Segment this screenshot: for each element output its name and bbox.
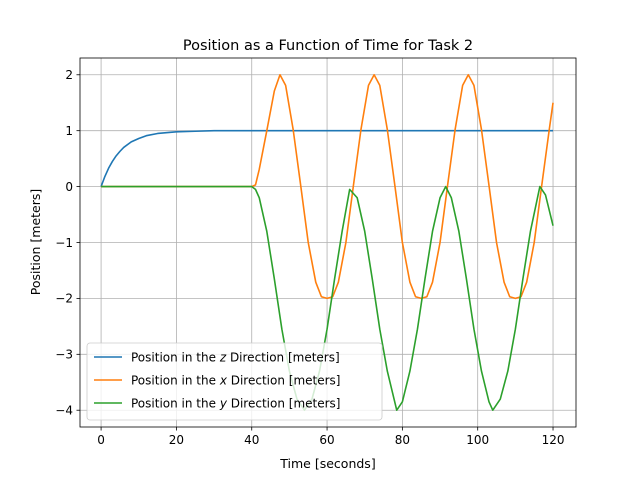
x-tick-label: 80	[395, 433, 410, 447]
legend-label-text: Direction [meters]	[227, 397, 341, 411]
y-tick-label: 1	[65, 124, 73, 138]
y-tick-label: 2	[65, 68, 73, 82]
legend-label-variable: x	[219, 374, 228, 388]
y-tick-label: −4	[55, 404, 73, 418]
x-axis-label: Time [seconds]	[279, 456, 375, 471]
legend-label-text: Position in the	[131, 351, 220, 365]
x-tick-label: 60	[319, 433, 334, 447]
x-tick-label: 100	[466, 433, 489, 447]
x-axis-ticks: 0 20 40 60 80 100 120	[97, 427, 564, 447]
legend-label-variable: z	[219, 351, 227, 365]
x-tick-label: 120	[542, 433, 565, 447]
legend-box	[86, 342, 383, 421]
x-tick-label: 20	[169, 433, 184, 447]
legend-label-text: Position in the	[131, 374, 220, 388]
y-tick-label: −1	[55, 236, 73, 250]
y-axis-ticks: −4 −3 −2 −1 0 1 2	[55, 68, 80, 418]
x-tick-label: 40	[244, 433, 259, 447]
y-axis-label: Position [meters]	[28, 189, 43, 296]
y-tick-label: 0	[65, 180, 73, 194]
x-tick-label: 0	[97, 433, 105, 447]
y-tick-label: −2	[55, 292, 73, 306]
chart-title: Position as a Function of Time for Task …	[183, 38, 473, 54]
series-line-1	[100, 129, 554, 187]
y-tick-label: −3	[55, 348, 73, 362]
legend-label: Position in the y Direction [meters]	[131, 397, 340, 411]
legend-label-variable: y	[219, 397, 228, 411]
legend-label-text: Direction [meters]	[226, 351, 340, 365]
legend-label: Position in the x Direction [meters]	[131, 374, 340, 388]
legend: Position in the z Direction [meters]Posi…	[86, 342, 383, 421]
series-line-2	[101, 73, 554, 300]
legend-label-text: Position in the	[131, 397, 220, 411]
legend-label-text: Direction [meters]	[227, 374, 341, 388]
legend-label: Position in the z Direction [meters]	[131, 351, 340, 365]
